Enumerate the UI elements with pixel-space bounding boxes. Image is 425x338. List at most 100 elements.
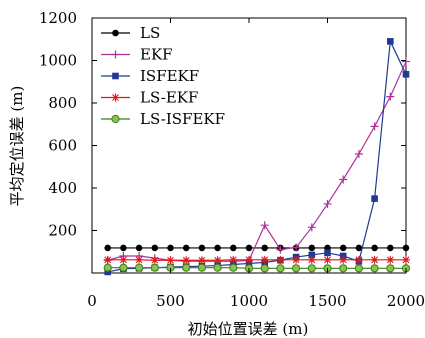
data-point xyxy=(339,255,348,264)
data-point xyxy=(245,244,253,252)
data-point xyxy=(198,244,206,252)
data-point xyxy=(214,244,221,252)
series-layer xyxy=(103,38,411,276)
data-point xyxy=(292,264,301,273)
data-point xyxy=(386,264,395,273)
data-point xyxy=(245,255,253,264)
data-point xyxy=(276,264,285,273)
data-point xyxy=(182,244,190,252)
data-point xyxy=(308,244,316,252)
legend-item: LS-ISFEKF xyxy=(101,110,225,128)
legend-label: ISFEKF xyxy=(140,67,199,85)
data-point xyxy=(354,255,363,264)
data-point xyxy=(292,255,301,264)
data-point xyxy=(119,255,128,264)
legend-label: LS-EKF xyxy=(140,89,198,107)
y-tick-label: 800 xyxy=(48,94,77,112)
legend-item: LS xyxy=(101,24,160,42)
legend-label: LS-ISFEKF xyxy=(140,110,225,128)
data-point xyxy=(307,223,316,232)
data-point xyxy=(213,256,222,265)
data-point xyxy=(339,244,347,252)
data-point xyxy=(386,255,395,264)
data-point xyxy=(103,263,112,272)
data-point xyxy=(402,244,410,252)
legend-swatch-marker xyxy=(111,50,120,59)
data-point xyxy=(323,255,332,264)
data-point xyxy=(120,244,127,252)
data-point xyxy=(371,244,378,252)
legend-item: EKF xyxy=(101,46,173,64)
legend-item: ISFEKF xyxy=(101,67,199,85)
data-point xyxy=(307,264,316,273)
x-tick-label: 1500 xyxy=(308,292,346,310)
data-point xyxy=(135,263,144,272)
data-point xyxy=(261,244,269,252)
legend-swatch-marker xyxy=(112,29,119,37)
data-point xyxy=(339,264,348,273)
x-tick-label: 0 xyxy=(87,292,97,310)
data-point xyxy=(386,92,395,101)
legend-swatch-marker xyxy=(112,72,119,80)
x-tick-label: 1000 xyxy=(230,292,268,310)
data-point xyxy=(135,255,144,264)
data-point xyxy=(260,255,269,264)
data-point xyxy=(197,263,206,272)
y-axis-title: 平均定位误差 (m) xyxy=(8,86,26,207)
data-point xyxy=(402,71,410,78)
data-point xyxy=(167,244,174,252)
data-point xyxy=(354,150,363,158)
data-point xyxy=(150,256,159,265)
data-point xyxy=(260,221,269,230)
y-tick-label: 1000 xyxy=(39,52,77,70)
data-point xyxy=(182,256,191,265)
data-point xyxy=(260,264,269,273)
y-tick-label: 600 xyxy=(48,137,77,155)
legend-label: LS xyxy=(140,24,160,42)
ticks-layer: 0 500 1000 1500 2000 200 400 600 800 1000 1200 xyxy=(39,9,425,310)
y-tick-label: 1200 xyxy=(39,9,77,27)
data-point xyxy=(355,244,363,252)
y-tick-label: 200 xyxy=(48,222,77,240)
data-point xyxy=(402,57,410,66)
data-point xyxy=(229,255,238,264)
data-point xyxy=(387,38,394,45)
data-point xyxy=(276,245,285,254)
legend-item: LS-EKF xyxy=(101,89,198,107)
data-point xyxy=(292,243,301,252)
data-point xyxy=(135,244,143,252)
data-point xyxy=(103,255,112,264)
data-point xyxy=(104,244,111,252)
series-ls xyxy=(104,244,410,252)
data-point xyxy=(402,255,410,264)
series-ls-isfekf xyxy=(103,263,411,273)
data-point xyxy=(230,244,237,252)
y-tick-label: 400 xyxy=(48,179,77,197)
data-point xyxy=(371,195,378,202)
data-point xyxy=(323,199,332,208)
data-point xyxy=(229,263,238,272)
x-axis-title: 初始位置误差 (m) xyxy=(188,320,309,338)
data-point xyxy=(339,175,348,184)
series-ls-ekf xyxy=(103,255,410,265)
data-point xyxy=(119,263,128,272)
legend: LS EKF ISFEKF LS-EKF LS-ISFEKF xyxy=(101,24,225,128)
data-point xyxy=(307,255,316,264)
data-point xyxy=(213,263,222,272)
data-point xyxy=(150,263,159,272)
data-point xyxy=(370,264,379,273)
data-point xyxy=(370,255,379,264)
legend-swatch-marker xyxy=(111,114,120,124)
data-point xyxy=(166,256,175,265)
data-point xyxy=(324,249,331,257)
legend-swatch-marker xyxy=(111,93,120,102)
x-tick-label: 2000 xyxy=(387,292,425,310)
x-tick-label: 500 xyxy=(156,292,185,310)
data-point xyxy=(182,263,191,272)
data-point xyxy=(276,255,285,264)
data-point xyxy=(197,256,206,265)
data-point xyxy=(354,264,363,273)
legend-label: EKF xyxy=(140,46,173,64)
data-point xyxy=(387,244,394,252)
